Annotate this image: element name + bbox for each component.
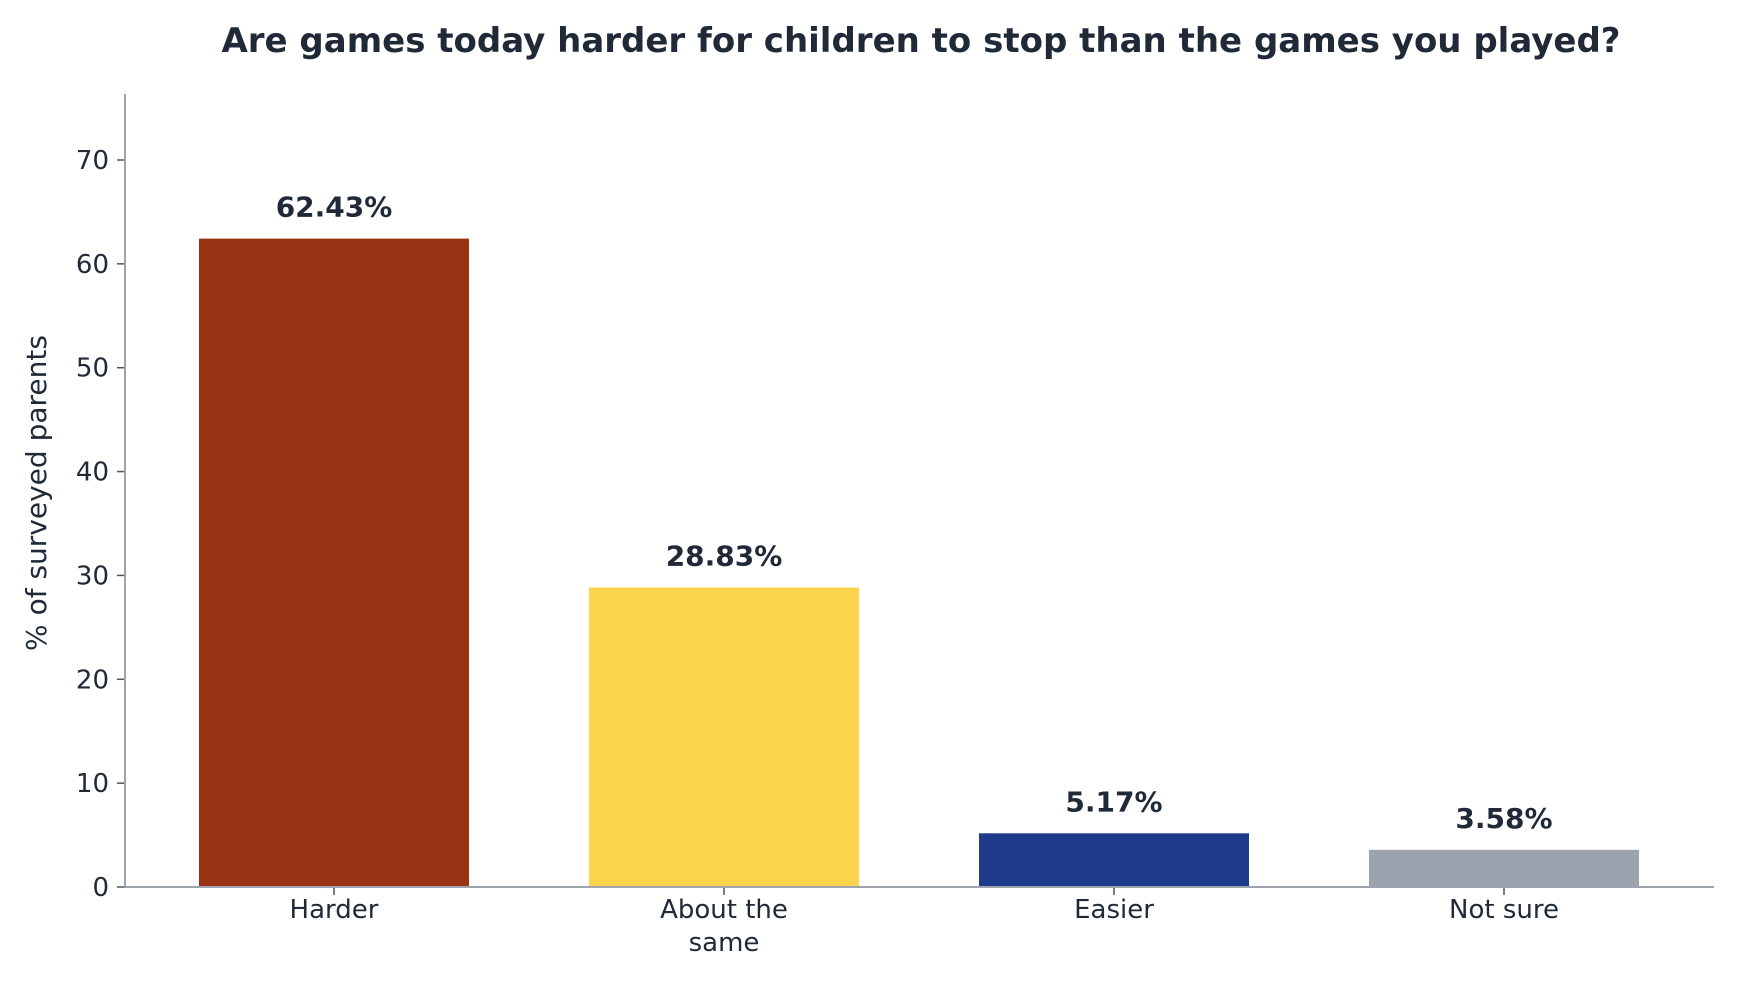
bar <box>199 238 469 887</box>
bar <box>979 833 1249 887</box>
bar-value-label: 28.83% <box>666 540 783 573</box>
y-tick-label: 0 <box>92 873 109 903</box>
y-tick-label: 10 <box>76 769 109 799</box>
x-tick-label: Easier <box>1074 895 1154 925</box>
x-tick-label: About the <box>660 895 788 925</box>
bar-value-label: 62.43% <box>276 191 393 224</box>
x-tick-label: Harder <box>290 895 379 925</box>
y-tick-label: 60 <box>76 250 109 280</box>
chart-title: Are games today harder for children to s… <box>221 21 1620 61</box>
bar-value-label: 5.17% <box>1065 785 1162 818</box>
y-tick-label: 30 <box>76 561 109 591</box>
bar <box>589 587 859 887</box>
y-tick-label: 20 <box>76 665 109 695</box>
x-tick-label: Not sure <box>1449 895 1559 925</box>
y-tick-label: 40 <box>76 458 109 488</box>
x-tick-label: same <box>689 928 760 958</box>
bar-value-label: 3.58% <box>1455 802 1552 835</box>
bar <box>1369 849 1639 887</box>
y-tick-label: 50 <box>76 354 109 384</box>
y-tick-label: 70 <box>76 146 109 176</box>
y-axis-label: % of surveyed parents <box>20 335 53 651</box>
